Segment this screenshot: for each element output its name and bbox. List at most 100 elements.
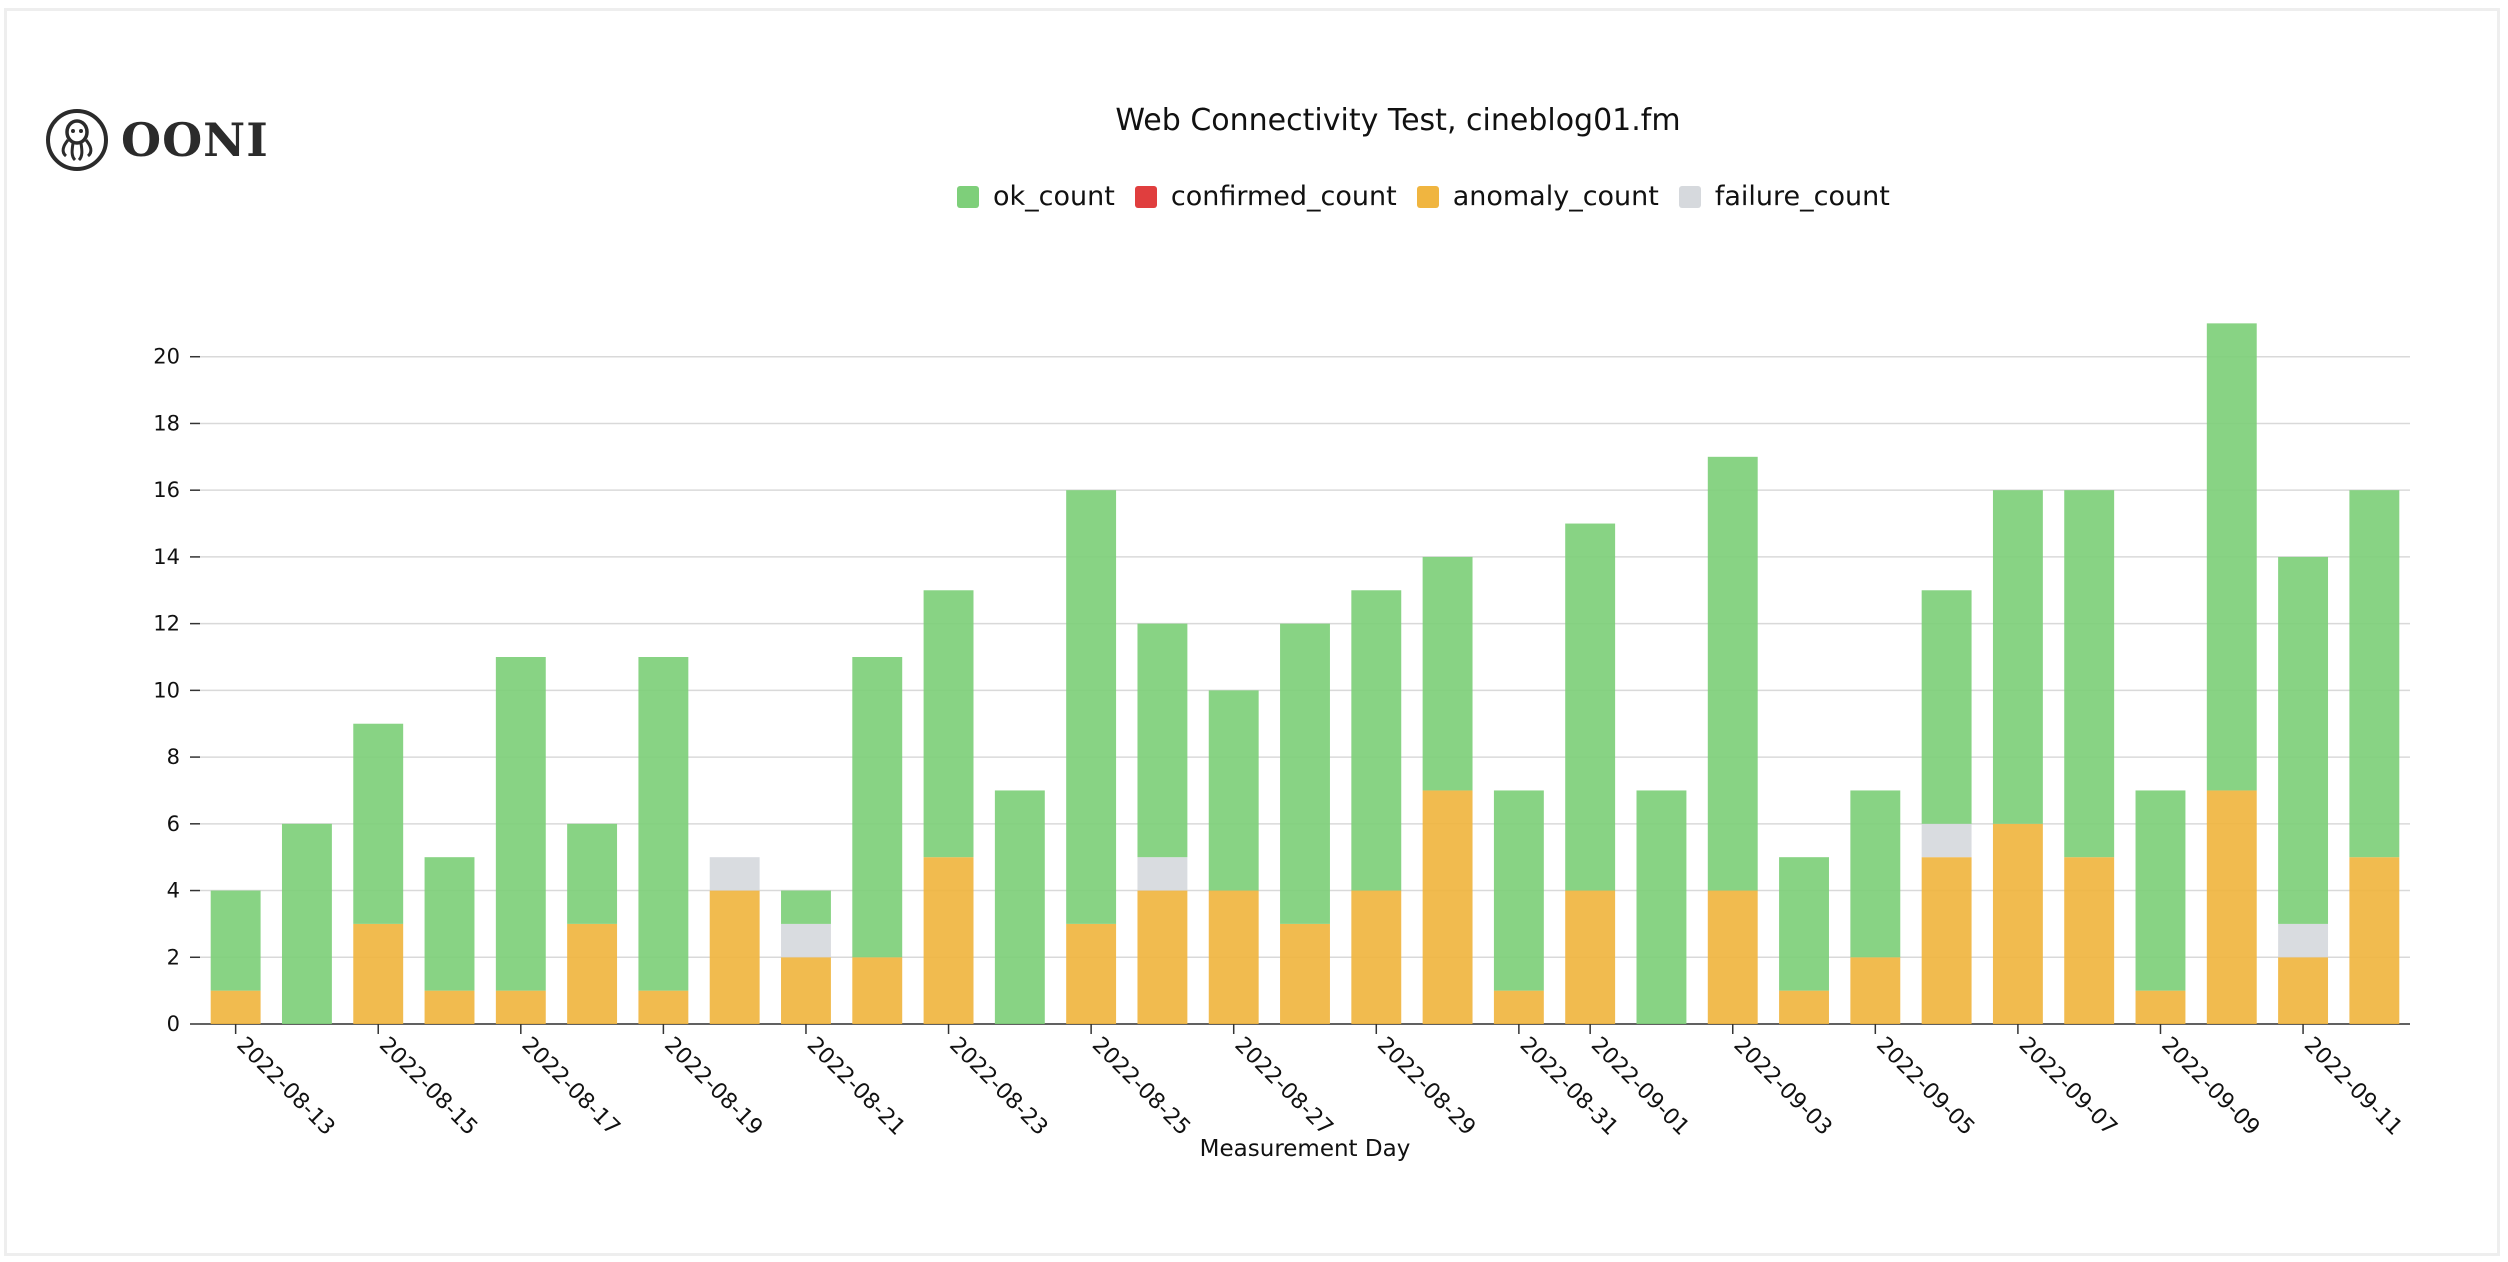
bar-ok-count <box>1351 590 1402 891</box>
bar-anomaly-count <box>1707 890 1758 1024</box>
bar-anomaly-count <box>1850 957 1901 1024</box>
y-tick-label: 16 <box>153 478 180 502</box>
y-tick-label: 2 <box>167 945 180 969</box>
x-tick-label: 2022-08-27 <box>1229 1033 1337 1141</box>
bar-anomaly-count <box>1422 790 1473 1024</box>
bar-anomaly-count <box>781 957 831 1024</box>
bar-ok-count <box>424 857 475 991</box>
bar-ok-count <box>1280 623 1330 924</box>
bar-ok-count <box>2135 790 2186 991</box>
x-tick-label: 2022-08-21 <box>802 1033 910 1141</box>
x-tick-label: 2022-08-15 <box>374 1033 482 1141</box>
bar-anomaly-count <box>567 923 618 1024</box>
chart-legend: ok_count confirmed_count anomaly_count fail… <box>957 181 1910 212</box>
bar-anomaly-count <box>1565 890 1616 1024</box>
bar-ok-count <box>353 723 404 924</box>
bar-anomaly-count <box>709 890 760 1024</box>
legend-swatch <box>957 185 979 208</box>
x-tick-label: 2022-08-19 <box>659 1033 767 1141</box>
legend-swatch <box>1678 185 1701 208</box>
bar-anomaly-count <box>424 990 475 1024</box>
bar-anomaly-count <box>2349 857 2400 1024</box>
bar-ok-count <box>1850 790 1901 958</box>
bar-ok-count <box>2349 490 2400 858</box>
octopus-icon <box>46 109 108 171</box>
bar-anomaly-count <box>1066 923 1117 1024</box>
bar-anomaly-count <box>638 990 689 1024</box>
x-tick-label: 2022-09-03 <box>1728 1033 1836 1141</box>
bar-anomaly-count <box>1992 823 2043 1024</box>
bar-ok-count <box>1779 857 1829 991</box>
bar-anomaly-count <box>1280 923 1330 1024</box>
x-tick-label: 2022-08-17 <box>517 1033 625 1141</box>
bar-anomaly-count <box>1351 890 1402 1024</box>
x-tick-label: 2022-08-29 <box>1372 1033 1480 1141</box>
y-tick-label: 18 <box>153 411 180 435</box>
legend-item-anomaly-count[interactable]: anomaly_count <box>1416 181 1659 212</box>
x-tick-label: 2022-08-23 <box>944 1033 1052 1141</box>
bar-anomaly-count <box>1208 890 1259 1024</box>
bar-ok-count <box>1707 456 1758 891</box>
bar-anomaly-count <box>2206 790 2257 1024</box>
bar-anomaly-count <box>210 990 261 1024</box>
bar-anomaly-count <box>923 857 974 1024</box>
bar-ok-count <box>781 890 831 924</box>
x-axis-label: Measurement Day <box>1200 1136 1411 1162</box>
bar-failure-count <box>709 857 760 891</box>
y-tick-label: 6 <box>167 812 180 836</box>
legend-item-ok-count[interactable]: ok_count <box>957 181 1115 212</box>
legend-item-confirmed-count[interactable]: confirmed_count <box>1134 181 1397 212</box>
bar-failure-count <box>781 923 831 958</box>
x-tick-label: 2022-09-05 <box>1871 1033 1979 1141</box>
bar-anomaly-count <box>495 990 546 1024</box>
bar-ok-count <box>1921 590 1972 824</box>
bar-ok-count <box>638 657 689 991</box>
bar-anomaly-count <box>852 957 903 1024</box>
x-tick-label: 2022-08-25 <box>1087 1033 1195 1141</box>
y-tick-label: 10 <box>153 678 180 702</box>
y-tick-label: 14 <box>153 545 180 569</box>
bar-ok-count <box>210 890 261 991</box>
bar-anomaly-count <box>1137 890 1188 1024</box>
bar-ok-count <box>923 590 974 858</box>
x-tick-label: 2022-08-13 <box>231 1033 339 1141</box>
brand-name: OONI <box>121 113 269 167</box>
bar-anomaly-count <box>2135 990 2186 1024</box>
legend-item-failure-count[interactable]: failure_count <box>1678 181 1890 212</box>
bar-ok-count <box>1636 790 1687 1024</box>
bar-ok-count <box>495 657 546 991</box>
bar-ok-count <box>567 823 618 924</box>
legend-label: anomaly_count <box>1452 181 1659 212</box>
bar-ok-count <box>1422 556 1473 791</box>
x-tick-label: 2022-09-11 <box>2299 1033 2407 1141</box>
legend-swatch <box>1416 185 1439 208</box>
bar-ok-count <box>2206 323 2257 791</box>
ooni-logo: OONI <box>45 107 269 173</box>
bar-ok-count <box>2278 556 2329 924</box>
bar-ok-count <box>1137 623 1188 858</box>
y-tick-label: 4 <box>167 879 180 903</box>
bar-ok-count <box>1992 490 2043 824</box>
bar-ok-count <box>852 657 903 958</box>
bar-anomaly-count <box>1493 990 1544 1024</box>
y-tick-label: 20 <box>153 345 180 369</box>
bar-ok-count <box>2064 490 2115 858</box>
bar-ok-count <box>1493 790 1544 991</box>
bar-failure-count <box>1137 857 1188 891</box>
legend-label: ok_count <box>993 181 1115 212</box>
bar-ok-count <box>1066 490 1117 924</box>
bar-anomaly-count <box>353 923 404 1024</box>
y-tick-label: 12 <box>153 612 180 636</box>
bar-failure-count <box>1921 823 1972 858</box>
bar-anomaly-count <box>1779 990 1829 1024</box>
legend-label: confirmed_count <box>1170 181 1397 212</box>
bar-ok-count <box>994 790 1045 1024</box>
y-tick-label: 0 <box>167 1012 180 1036</box>
bar-failure-count <box>2278 923 2329 958</box>
bar-anomaly-count <box>2064 857 2115 1024</box>
bar-ok-count <box>281 823 332 1024</box>
legend-swatch <box>1134 185 1157 208</box>
chart-title: Web Connectivity Test, cineblog01.fm <box>1115 103 1681 138</box>
bar-ok-count <box>1565 523 1616 891</box>
